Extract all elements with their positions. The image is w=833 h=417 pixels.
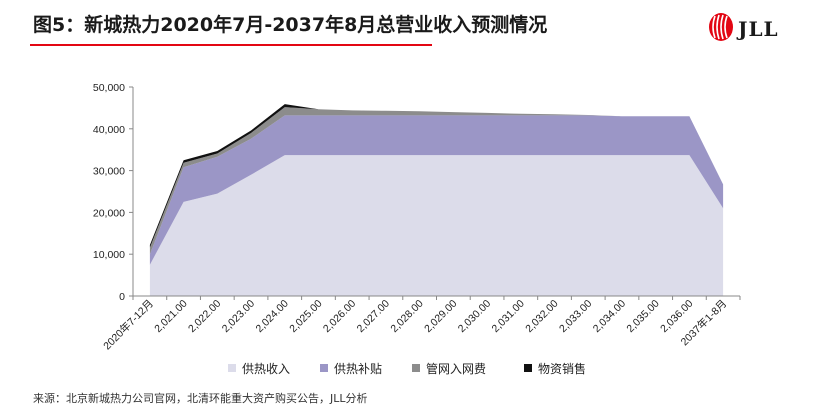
x-tick-label: 2,023.00 (220, 298, 257, 335)
legend-item: 供热补贴 (320, 360, 382, 377)
legend-label: 供热补贴 (334, 362, 383, 376)
header: 图5：新城热力2020年7月-2037年8月总营业收入预测情况 JLL (0, 0, 833, 50)
area-1 (149, 155, 724, 296)
x-tick-label: 2,035.00 (624, 298, 661, 335)
legend-swatch (320, 364, 328, 372)
legend-item: 供热收入 (228, 360, 290, 377)
x-tick-label: 2,030.00 (456, 298, 493, 335)
stacked-area-chart: 0 10,000 20,000 30,000 40,000 50,000 2020年7-12… (93, 82, 741, 352)
y-tick-label: 40,000 (93, 124, 125, 136)
x-tick-label: 2,027.00 (355, 298, 392, 335)
legend-swatch (524, 364, 532, 372)
series-areas (149, 104, 724, 296)
legend-label: 供热收入 (242, 362, 291, 376)
area-2 (149, 115, 724, 265)
source-note: 来源：北京新城热力公司官网，北清环能重大资产购买公告，JLL分析 (33, 392, 368, 405)
logo-text: JLL (738, 17, 779, 41)
x-tick-label: 2,022.00 (186, 298, 223, 335)
y-tick-label: 10,000 (93, 249, 125, 261)
chart-legend: 供热收入 供热补贴 管网入网费 物资销售 (0, 360, 833, 380)
x-tick-label: 2,024.00 (253, 298, 290, 335)
y-tick-label: 20,000 (93, 207, 125, 219)
x-tick-label: 2,021.00 (152, 298, 189, 335)
y-tick-label: 0 (119, 291, 125, 303)
jll-logo: JLL (708, 12, 808, 46)
x-tick-label: 2,033.00 (557, 298, 594, 335)
jll-logo-icon (709, 13, 733, 41)
x-tick-label: 2020年7-12月 (101, 297, 156, 352)
legend-label: 管网入网费 (426, 362, 487, 376)
legend-label: 物资销售 (538, 362, 587, 376)
legend-swatch (228, 364, 236, 372)
x-tick-label: 2,034.00 (591, 298, 628, 335)
x-tick-label: 2,028.00 (388, 298, 425, 335)
title-underline (30, 44, 432, 46)
x-tick-label: 2,025.00 (287, 298, 324, 335)
chart-title: 图5：新城热力2020年7月-2037年8月总营业收入预测情况 (33, 14, 548, 36)
y-tick-label: 50,000 (93, 82, 125, 94)
x-tick-label: 2,029.00 (422, 298, 459, 335)
x-tick-label: 2,032.00 (523, 298, 560, 335)
y-tick-label: 30,000 (93, 166, 125, 178)
legend-swatch (412, 364, 420, 372)
x-tick-label: 2,026.00 (321, 298, 358, 335)
legend-item: 管网入网费 (412, 360, 486, 377)
legend-item: 物资销售 (524, 360, 586, 377)
x-tick-label: 2,031.00 (490, 298, 527, 335)
